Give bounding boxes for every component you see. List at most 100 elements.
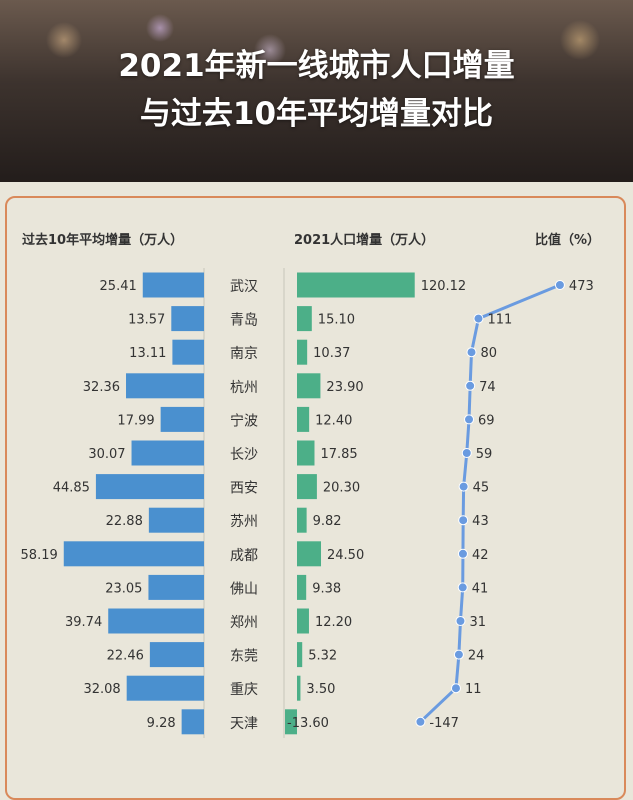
- middle-bar: [297, 541, 322, 567]
- middle-bar: [297, 507, 307, 533]
- left-bar-label: 22.88: [106, 514, 143, 529]
- ratio-point: [455, 616, 466, 626]
- ratio-point: [466, 347, 477, 358]
- city-label: 郑州: [230, 615, 258, 631]
- ratio-point: [450, 683, 461, 694]
- ratio-label: 80: [481, 346, 498, 361]
- middle-bar-label: 120.12: [421, 279, 467, 294]
- middle-bar: [297, 474, 317, 500]
- ratio-label: -147: [429, 716, 459, 731]
- city-label: 重庆: [230, 682, 258, 698]
- ratio-point: [461, 448, 472, 458]
- left-bar-label: 25.41: [100, 279, 137, 294]
- middle-bar: [297, 306, 312, 332]
- ratio-label: 41: [472, 581, 489, 596]
- left-bar: [160, 406, 204, 432]
- header-left: 过去10年平均增量（万人）: [22, 233, 184, 248]
- city-label: 长沙: [230, 447, 258, 463]
- city-label: 南京: [230, 346, 258, 362]
- ratio-label: 111: [487, 313, 512, 328]
- middle-bar-label: 20.30: [323, 481, 360, 496]
- left-bar: [108, 608, 204, 634]
- city-label: 杭州: [230, 380, 258, 396]
- ratio-line: [419, 283, 561, 723]
- left-bar: [63, 541, 204, 567]
- middle-bar: [297, 574, 307, 600]
- left-bar: [126, 373, 204, 399]
- left-bar: [142, 272, 204, 298]
- ratio-label: 45: [473, 481, 490, 496]
- left-bar-label: 22.46: [107, 649, 144, 664]
- middle-bar-label: 9.82: [313, 514, 342, 529]
- middle-bar-label: 9.38: [312, 581, 341, 596]
- left-bar-label: 23.05: [105, 581, 142, 596]
- left-bar-label: 44.85: [53, 481, 90, 496]
- ratio-label: 31: [469, 615, 486, 630]
- middle-bar-label: -13.60: [287, 716, 329, 731]
- middle-bar-label: 3.50: [306, 682, 335, 697]
- ratio-label: 74: [479, 380, 496, 395]
- title-line-1: 2021年新一线城市人口增量: [118, 48, 515, 84]
- crowd-photo-banner: [0, 0, 633, 182]
- ratio-point: [415, 716, 426, 727]
- left-bar-label: 13.57: [128, 313, 165, 328]
- middle-bar-label: 5.32: [308, 649, 337, 664]
- city-label: 东莞: [230, 649, 258, 665]
- left-bar-label: 9.28: [147, 716, 176, 731]
- middle-bar-label: 17.85: [320, 447, 357, 462]
- ratio-label: 11: [465, 682, 482, 697]
- middle-bar: [297, 675, 301, 701]
- left-bar: [131, 440, 204, 466]
- left-bar-label: 13.11: [129, 346, 166, 361]
- city-label: 青岛: [230, 313, 258, 329]
- middle-bar: [297, 272, 415, 298]
- left-bar-label: 58.19: [21, 548, 58, 563]
- ratio-label: 69: [478, 413, 495, 428]
- left-bar: [181, 709, 204, 735]
- header-right: 比值（%）: [535, 233, 601, 248]
- ratio-point: [473, 313, 484, 324]
- ratio-label: 42: [472, 548, 489, 563]
- left-bar: [126, 675, 204, 701]
- left-bar: [172, 339, 204, 365]
- ratio-label: 59: [476, 447, 493, 462]
- middle-bar-label: 23.90: [326, 380, 363, 395]
- left-bar: [148, 507, 204, 533]
- city-label: 宁波: [230, 412, 258, 429]
- left-bar: [149, 642, 204, 668]
- middle-bar-label: 12.20: [315, 615, 352, 630]
- ratio-point: [465, 380, 476, 391]
- left-bar-label: 17.99: [117, 413, 154, 428]
- ratio-point: [458, 481, 469, 492]
- ratio-label: 473: [569, 279, 594, 294]
- title-line-2: 与过去10年平均增量对比: [139, 96, 494, 132]
- left-bar-label: 32.36: [83, 380, 120, 395]
- ratio-point: [464, 414, 475, 425]
- city-label: 佛山: [230, 581, 258, 597]
- left-bar: [148, 574, 204, 600]
- city-label: 西安: [230, 481, 258, 497]
- middle-bar: [297, 406, 310, 432]
- left-bar: [171, 306, 204, 332]
- ratio-point: [457, 548, 468, 559]
- ratio-point: [457, 582, 468, 593]
- middle-bar: [297, 339, 308, 365]
- middle-bar: [297, 642, 303, 668]
- left-bar-label: 30.07: [88, 447, 125, 462]
- ratio-point: [554, 280, 565, 290]
- middle-bar: [297, 440, 315, 466]
- middle-bar: [285, 709, 297, 735]
- header-middle: 2021人口增量（万人）: [294, 233, 435, 248]
- ratio-label: 43: [472, 514, 489, 529]
- left-bar-label: 39.74: [65, 615, 102, 630]
- middle-bar-label: 12.40: [315, 413, 352, 428]
- ratio-label: 24: [468, 649, 485, 664]
- middle-bar: [297, 608, 309, 634]
- middle-bar-label: 10.37: [313, 346, 350, 361]
- middle-bar-label: 24.50: [327, 548, 364, 563]
- city-label: 成都: [230, 548, 258, 564]
- city-label: 天津: [230, 716, 258, 732]
- city-label: 武汉: [230, 279, 258, 295]
- city-label: 苏州: [230, 514, 258, 530]
